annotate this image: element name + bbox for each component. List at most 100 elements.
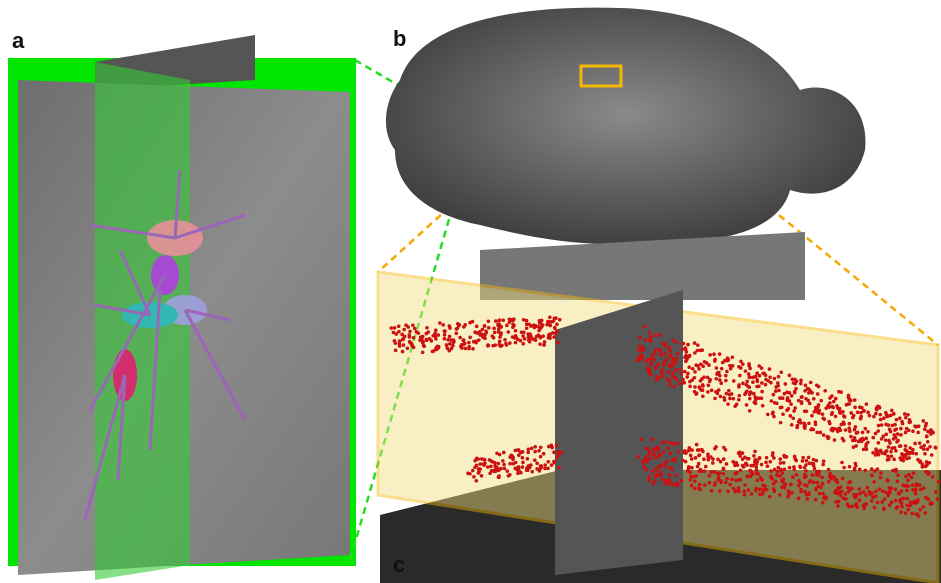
cell-dot	[448, 324, 452, 328]
cell-dot	[858, 487, 862, 491]
cell-dot	[441, 323, 445, 327]
cell-dot	[648, 372, 652, 376]
cell-dot	[738, 394, 742, 398]
cell-dot	[761, 404, 765, 408]
cell-dot	[657, 348, 661, 352]
cell-dot	[392, 331, 396, 335]
cell-dot	[763, 484, 767, 488]
cell-dot	[773, 377, 777, 381]
cell-dot	[818, 492, 822, 496]
cell-dot	[671, 363, 675, 367]
cell-dot	[824, 406, 828, 410]
cell-dot	[786, 396, 790, 400]
cell-dot	[412, 336, 416, 340]
cell-dot	[403, 335, 407, 339]
cell-dot	[546, 320, 550, 324]
cell-dot	[812, 458, 816, 462]
cell-dot	[937, 480, 941, 484]
cell-dot	[722, 467, 726, 471]
cell-dot	[501, 318, 505, 322]
cell-dot	[746, 384, 750, 388]
cell-dot	[553, 317, 557, 321]
cell-dot	[512, 324, 516, 328]
cell-dot	[487, 319, 491, 323]
cell-dot	[890, 409, 894, 413]
cell-dot	[694, 474, 698, 478]
cell-dot	[922, 505, 926, 509]
panel-b	[386, 8, 865, 244]
cell-dot	[654, 456, 658, 460]
cell-dot	[814, 487, 818, 491]
cell-dot	[711, 461, 715, 465]
cell-dot	[406, 325, 410, 329]
cell-dot	[708, 353, 712, 357]
cell-dot	[905, 497, 909, 501]
cell-dot	[411, 323, 415, 327]
cell-dot	[663, 461, 667, 465]
cell-dot	[769, 469, 773, 473]
cell-dot	[807, 456, 811, 460]
cell-dot	[814, 498, 818, 502]
cell-dot	[522, 318, 526, 322]
cell-dot	[657, 465, 661, 469]
cell-dot	[691, 367, 695, 371]
cell-dot	[506, 469, 510, 473]
cell-dot	[501, 459, 505, 463]
cell-dot	[916, 431, 920, 435]
cell-dot	[896, 480, 900, 484]
cell-dot	[557, 453, 561, 457]
cell-dot	[663, 360, 667, 364]
cell-dot	[452, 338, 456, 342]
cell-dot	[897, 492, 901, 496]
cell-dot	[526, 457, 530, 461]
cell-dot	[746, 475, 750, 479]
cell-dot	[757, 384, 761, 388]
cell-dot	[640, 353, 644, 357]
cell-dot	[657, 377, 661, 381]
page: {"panels": [{"label": "a"}, {"label": "b…	[0, 0, 941, 583]
cell-dot	[649, 340, 653, 344]
cell-dot	[701, 394, 705, 398]
cell-dot	[502, 451, 506, 455]
cell-dot	[657, 446, 661, 450]
cell-dot	[880, 500, 884, 504]
cell-dot	[653, 351, 657, 355]
cell-dot	[645, 447, 649, 451]
cell-dot	[706, 390, 710, 394]
cell-dot	[662, 450, 666, 454]
cell-dot	[786, 495, 790, 499]
cell-dot	[402, 343, 406, 347]
cell-dot	[846, 503, 850, 507]
cell-dot	[737, 489, 741, 493]
cell-dot	[886, 479, 890, 483]
cell-dot	[745, 390, 749, 394]
cell-dot	[878, 487, 882, 491]
cell-dot	[772, 489, 776, 493]
cell-dot	[807, 387, 811, 391]
cell-dot	[806, 399, 810, 403]
cell-dot	[644, 468, 648, 472]
cell-dot	[907, 429, 911, 433]
cell-dot	[909, 500, 913, 504]
cell-dot	[483, 462, 487, 466]
cell-dot	[667, 370, 671, 374]
cell-dot	[553, 326, 557, 330]
cell-dot	[514, 329, 518, 333]
cell-dot	[885, 415, 889, 419]
cell-dot	[699, 349, 703, 353]
cell-dot	[468, 336, 472, 340]
cell-dot	[889, 450, 893, 454]
cell-dot	[757, 457, 761, 461]
cell-dot	[521, 342, 525, 346]
cell-dot	[421, 340, 425, 344]
cell-dot	[681, 378, 685, 382]
cell-dot	[737, 365, 741, 369]
cell-dot	[781, 471, 785, 475]
cell-dot	[673, 458, 677, 462]
cell-dot	[489, 465, 493, 469]
cell-dot	[654, 475, 658, 479]
cell-dot	[668, 473, 672, 477]
cell-dot	[708, 474, 712, 478]
cell-dot	[919, 508, 923, 512]
cell-dot	[899, 510, 903, 514]
